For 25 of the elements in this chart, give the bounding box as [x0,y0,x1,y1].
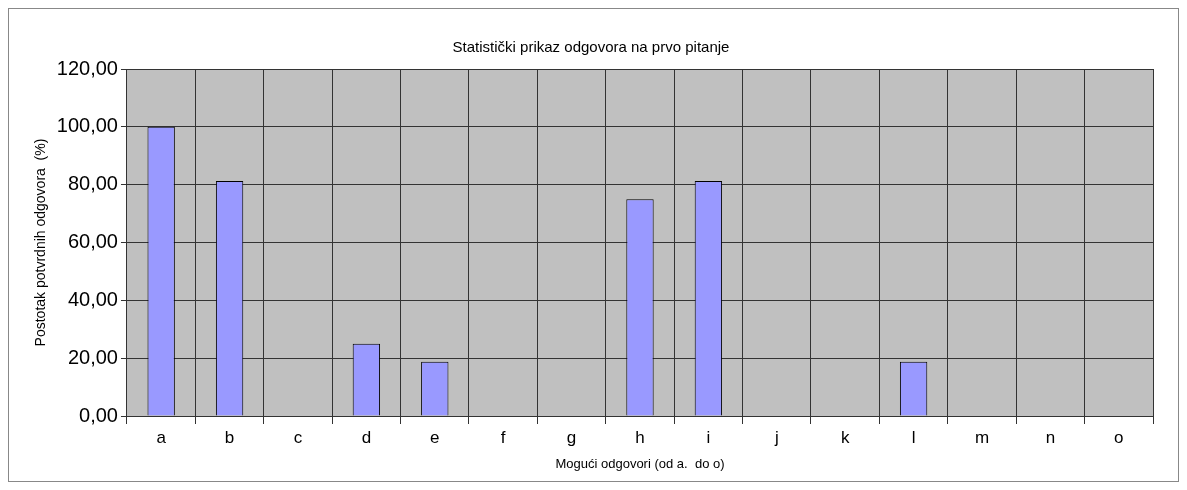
x-tick-label: c [293,427,303,447]
x-tick-label: g [566,427,577,447]
x-axis-title: Mogući odgovori (od a. do o) [555,455,725,471]
y-axis-title: Postotak potvrdnih odgovora (%) [32,138,49,347]
y-tick-label: 80,00 [67,172,118,195]
x-tick-label: i [706,427,711,447]
x-tick-label: o [1114,427,1124,447]
x-tick-label: e [430,427,440,447]
x-tick-label: b [224,427,235,447]
y-tick-label: 40,00 [67,287,118,310]
x-tick-label: f [500,427,506,447]
y-tick-label: 20,00 [67,345,118,368]
x-tick-label: a [156,427,167,447]
y-tick-label: 60,00 [67,230,118,253]
x-tick-label: h [635,427,645,447]
x-tick-label: k [840,427,850,447]
x-tick-label: j [773,427,779,447]
x-tick-label: m [974,427,990,447]
x-tick-label: l [911,427,916,447]
y-tick-label: 120,00 [56,56,118,79]
chart-title: Statistički prikaz odgovora na prvo pitanje [452,38,730,56]
x-tick-label: n [1045,427,1056,447]
y-tick-label: 0,00 [79,403,118,426]
x-tick-label: d [361,427,372,447]
y-tick-label: 100,00 [56,114,118,137]
